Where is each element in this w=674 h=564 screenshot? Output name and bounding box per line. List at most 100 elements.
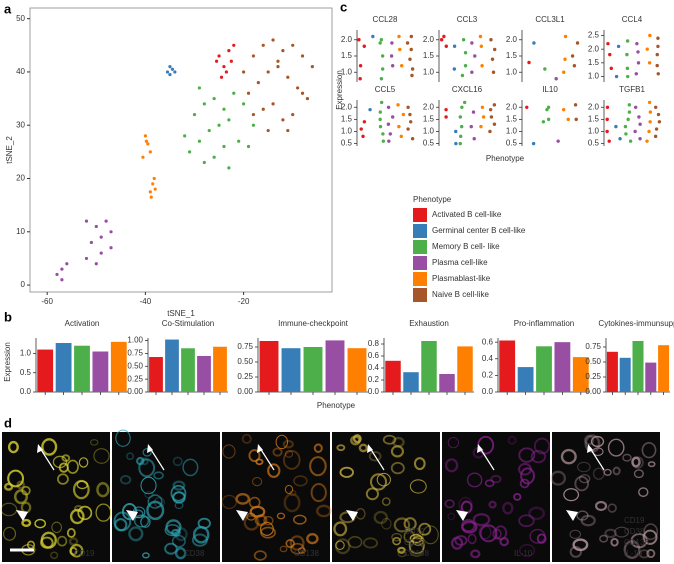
bar: [303, 347, 323, 392]
cell: [57, 473, 69, 485]
y-tick-label: 20: [16, 174, 25, 183]
cell: [392, 536, 402, 546]
cell: [604, 528, 617, 539]
arrowhead-marker: [236, 510, 248, 521]
y-tick-label: 2.0: [506, 102, 518, 111]
cell: [630, 533, 648, 549]
point: [492, 122, 497, 126]
image-background: [112, 432, 220, 562]
cell: [279, 545, 288, 553]
y-tick-label: 1.5: [506, 114, 518, 123]
cell: [466, 472, 483, 488]
y-tick-label: 0.00: [237, 387, 253, 396]
point: [638, 137, 642, 141]
y-tick-label: 0.50: [127, 361, 143, 370]
cell: [392, 436, 405, 448]
cell: [69, 543, 84, 558]
x-tick-label: -60: [41, 297, 53, 306]
cell: [530, 449, 546, 464]
cell: [182, 458, 199, 477]
point: [614, 124, 618, 129]
bar: [149, 357, 163, 392]
point: [634, 72, 638, 76]
point: [310, 65, 314, 69]
point: [633, 105, 638, 109]
point: [616, 44, 621, 49]
cell: [403, 517, 417, 531]
point: [237, 139, 241, 143]
cell: [138, 458, 156, 478]
bar: [619, 357, 631, 392]
point: [439, 38, 444, 42]
point: [357, 38, 361, 42]
point: [397, 34, 401, 39]
point: [645, 47, 649, 51]
point: [410, 73, 414, 78]
panel-label: d: [4, 415, 12, 430]
point: [454, 141, 458, 146]
point: [648, 110, 653, 114]
point: [623, 124, 628, 129]
point: [633, 129, 637, 134]
cell: [72, 479, 90, 500]
cell: [576, 461, 591, 473]
point: [572, 64, 577, 68]
point: [94, 224, 98, 229]
cell: [221, 494, 238, 510]
y-tick-label: 1.0: [20, 349, 32, 358]
cell: [612, 466, 621, 476]
point: [489, 115, 494, 119]
y-tick-label: 2.0: [588, 102, 600, 111]
point: [224, 70, 229, 74]
cell: [594, 500, 608, 512]
point: [458, 115, 463, 119]
cell: [560, 448, 577, 465]
y-tick-label: 0.75: [585, 342, 601, 351]
legend-swatch: [413, 224, 427, 238]
point: [657, 120, 662, 124]
cell: [614, 526, 630, 538]
cell: [513, 493, 522, 501]
point: [217, 54, 221, 58]
cell: [533, 437, 551, 455]
point: [635, 41, 639, 46]
arrow: [589, 447, 605, 471]
point: [647, 61, 652, 65]
cell: [50, 551, 59, 560]
point: [532, 41, 536, 45]
point: [626, 117, 630, 122]
bar: [37, 349, 54, 392]
y-tick-label: 1.5: [506, 51, 518, 60]
cell: [569, 529, 581, 539]
point: [386, 105, 391, 109]
point: [605, 129, 609, 134]
point: [625, 66, 630, 71]
point: [276, 65, 280, 69]
y-tick-label: 0.5: [588, 139, 600, 148]
cell: [290, 542, 305, 555]
point: [227, 118, 231, 122]
y-tick-label: 0.6: [482, 337, 494, 346]
cell: [590, 435, 605, 448]
cell: [607, 438, 625, 457]
cell: [73, 505, 83, 513]
point: [281, 49, 285, 53]
cell: [333, 521, 348, 537]
cell: [3, 482, 14, 491]
bar: [536, 346, 552, 392]
point: [638, 122, 642, 126]
cell: [643, 523, 659, 541]
point: [462, 100, 467, 105]
point: [471, 110, 476, 114]
point: [148, 190, 152, 194]
arrow-head: [587, 444, 593, 453]
point: [654, 105, 658, 109]
y-tick-label: 2.0: [341, 35, 353, 44]
point: [60, 278, 64, 282]
cell: [563, 488, 580, 502]
point: [605, 117, 609, 122]
cell: [78, 457, 89, 468]
point: [378, 117, 382, 122]
point: [531, 141, 536, 146]
point: [276, 59, 280, 63]
